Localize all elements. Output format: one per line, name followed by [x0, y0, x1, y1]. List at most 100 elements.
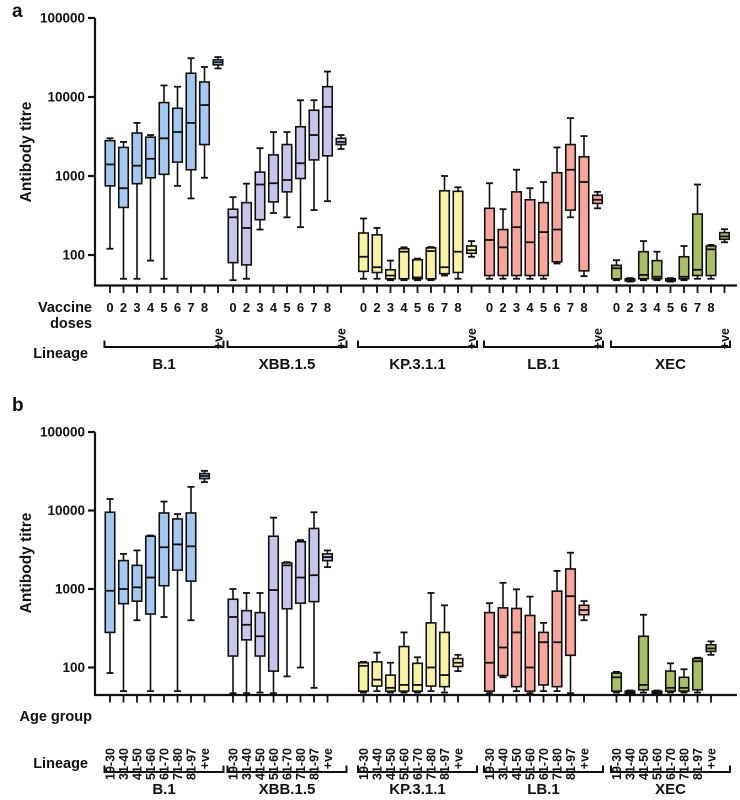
x-tick-label: 3	[133, 300, 140, 315]
x-tick-label: +ve	[198, 748, 212, 769]
x-tick-label: 71-80	[678, 748, 692, 780]
x-tick-label: 51-60	[524, 748, 538, 780]
x-tick-label: +ve	[718, 328, 732, 349]
x-tick-label: 4	[653, 300, 661, 315]
x-tick-label: 19-30	[483, 748, 497, 780]
box-B.1-71-80	[171, 513, 184, 693]
x-tick-label: 19-30	[357, 748, 371, 780]
box-XBB.1.5-3	[254, 147, 266, 231]
x-tick-label: 5	[540, 300, 547, 315]
box-XEC-5	[664, 277, 677, 283]
box-B.1-41-50	[131, 549, 143, 622]
x-tick-label: 0	[106, 300, 113, 315]
x-tick-label: 7	[694, 300, 701, 315]
box-XBB.1.5-31-40	[240, 592, 253, 695]
x-tick-label: 7	[441, 300, 448, 315]
x-tick-label: 31-40	[117, 748, 131, 780]
x-tick-label: 31-40	[624, 748, 638, 780]
box-B.1-+ve	[212, 56, 224, 70]
y-tick-label: 100000	[40, 11, 85, 26]
x-tick-label: 7	[567, 300, 574, 315]
x-tick-label: 5	[667, 300, 674, 315]
x-tick-label: 6	[553, 300, 560, 315]
box-XEC-61-70	[664, 662, 677, 694]
x-tick-label: 2	[373, 300, 380, 315]
box-XBB.1.5-7	[308, 99, 320, 212]
lineage-name: KP.3.1.1	[389, 781, 445, 798]
x-tick-label: +ve	[335, 328, 349, 349]
box-LB.1-6	[551, 146, 563, 265]
box-B.1-6	[171, 85, 184, 187]
x-tick-label: +ve	[452, 748, 466, 769]
lineage-name: XEC	[655, 356, 686, 373]
lineage-name: B.1	[152, 356, 175, 373]
x-tick-label: 4	[400, 300, 408, 315]
x-tick-label: 4	[270, 300, 278, 315]
box-XEC-4	[651, 250, 663, 282]
box-XBB.1.5-+ve	[321, 549, 334, 569]
box-XBB.1.5-6	[294, 99, 307, 229]
box-XEC-8	[705, 244, 717, 280]
x-tick-label: 2	[243, 300, 250, 315]
box-KP.3.1.1-5	[411, 257, 424, 282]
box-XBB.1.5-5	[281, 131, 293, 219]
box-B.1-+ve	[198, 469, 211, 484]
x-tick-label: 81-97	[438, 748, 452, 780]
x-tick-label: 5	[414, 300, 421, 315]
box-XBB.1.5-41-50	[254, 592, 266, 694]
lineage-bracket	[103, 340, 225, 348]
box-XEC-51-60	[651, 689, 663, 695]
x-tick-label: 51-60	[267, 748, 281, 780]
x-tick-label: +ve	[705, 748, 719, 769]
x-tick-label: 19-30	[104, 748, 118, 780]
y-tick-label: 100	[62, 248, 85, 263]
x-tick-label: 2	[499, 300, 506, 315]
x-tick-label: 7	[310, 300, 317, 315]
x-tick-label: 6	[297, 300, 304, 315]
panel-a-letter: a	[12, 1, 23, 22]
x-tick-label: 31-40	[497, 748, 511, 780]
box-XEC-7	[691, 183, 704, 280]
lineage-bracket	[103, 765, 225, 773]
x-tick-label: 5	[160, 300, 167, 315]
x-tick-label: 6	[680, 300, 687, 315]
box-B.1-31-40	[117, 552, 130, 693]
lineage-name: KP.3.1.1	[389, 356, 445, 373]
box-XEC-41-50	[637, 613, 650, 694]
x-tick-label: +ve	[465, 328, 479, 349]
box-LB.1-2	[497, 208, 509, 280]
lineage-bracket	[610, 340, 731, 348]
box-KP.3.1.1-51-60	[398, 631, 410, 694]
x-tick-label: 61-70	[281, 748, 295, 780]
x-tick-label: 31-40	[240, 748, 254, 780]
box-XEC-+ve	[718, 228, 731, 244]
x-tick-label: 2	[626, 300, 633, 315]
box-B.1-3	[131, 122, 143, 280]
y-axis-title: Antibody titre	[18, 512, 35, 613]
box-LB.1-+ve	[578, 600, 590, 622]
box-B.1-8	[198, 66, 211, 179]
box-LB.1-5	[537, 181, 550, 280]
x-tick-label: 31-40	[371, 748, 385, 780]
lineage-bracket	[483, 340, 604, 348]
box-LB.1-51-60	[524, 595, 536, 695]
box-KP.3.1.1-3	[384, 259, 397, 282]
x-tick-label: 8	[324, 300, 331, 315]
x-tick-label: 81-97	[691, 748, 705, 780]
x-tick-label: 41-50	[131, 748, 145, 780]
box-B.1-61-70	[158, 500, 170, 618]
box-XBB.1.5-0	[227, 196, 239, 282]
box-B.1-81-97	[185, 485, 197, 622]
box-XEC-19-30	[610, 670, 623, 694]
box-XEC-71-80	[678, 668, 690, 694]
x-tick-label: 61-70	[664, 748, 678, 780]
x-tick-label: 0	[486, 300, 493, 315]
x-tick-label: +ve	[591, 328, 605, 349]
box-XBB.1.5-8	[321, 70, 334, 203]
lineage-name: XEC	[655, 781, 686, 798]
x-tick-label: 61-70	[537, 748, 551, 780]
y-tick-label: 10000	[47, 503, 85, 518]
